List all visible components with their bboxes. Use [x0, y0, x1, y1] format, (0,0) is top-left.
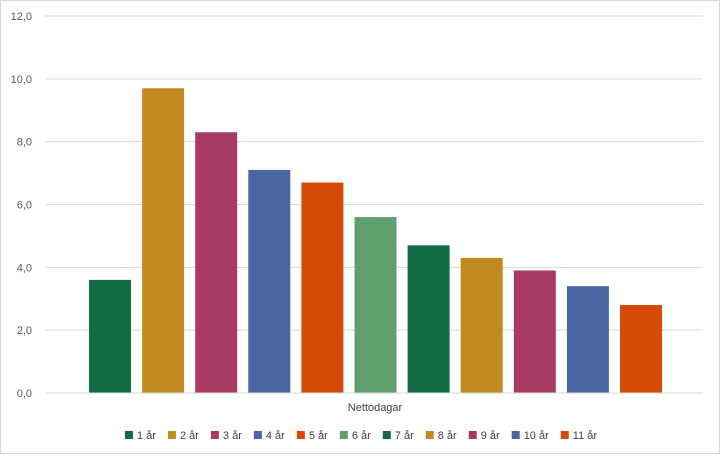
y-tick-label: 8,0: [17, 137, 32, 149]
legend-label: 11 år: [573, 430, 598, 442]
bar-1-år: [89, 279, 131, 393]
y-tick-label: 2,0: [17, 325, 32, 337]
bar-10-år: [566, 286, 609, 393]
bars: [89, 88, 662, 393]
legend-swatch: [560, 431, 569, 439]
legend: 1 år 2 år 3 år 4 år 5 år 6 år 7 år 8 år 9 år 10 å…: [124, 430, 598, 442]
legend-label: 7 år: [395, 430, 414, 442]
bar-9-år: [513, 270, 556, 393]
bar-3-år: [195, 132, 238, 393]
y-tick-label: 4,0: [17, 262, 32, 274]
legend-swatch: [210, 431, 219, 439]
legend-swatch: [339, 431, 348, 439]
bar-2-år: [142, 88, 185, 393]
category-label: Nettodagar: [348, 402, 403, 414]
legend-swatch: [382, 431, 391, 439]
y-tick-label: 12,0: [11, 11, 32, 23]
bar-5-år: [301, 182, 344, 393]
legend-label: 8 år: [438, 430, 457, 442]
bar-7-år: [407, 245, 450, 393]
legend-swatch: [124, 431, 133, 439]
legend-label: 6 år: [352, 430, 371, 442]
legend-label: 4 år: [266, 430, 285, 442]
y-axis-ticks: 0,0 2,0 4,0 6,0 8,0 10,0 12,0: [11, 11, 32, 400]
bar-6-år: [354, 217, 397, 393]
legend-label: 5 år: [309, 430, 328, 442]
legend-swatch: [511, 431, 520, 439]
legend-label: 3 år: [223, 430, 242, 442]
y-tick-label: 0,0: [17, 388, 32, 400]
legend-swatch: [167, 431, 176, 439]
legend-label: 10 år: [524, 430, 549, 442]
y-tick-label: 6,0: [17, 200, 32, 212]
legend-label: 9 år: [481, 430, 500, 442]
legend-swatch: [296, 431, 305, 439]
bar-8-år: [460, 257, 503, 393]
bar-11-år: [620, 305, 662, 393]
bar-4-år: [248, 169, 291, 393]
legend-label: 2 år: [180, 430, 199, 442]
legend-swatch: [468, 431, 477, 439]
legend-label: 1 år: [137, 430, 156, 442]
legend-swatch: [253, 431, 262, 439]
legend-swatch: [425, 431, 434, 439]
y-tick-label: 10,0: [11, 74, 32, 86]
